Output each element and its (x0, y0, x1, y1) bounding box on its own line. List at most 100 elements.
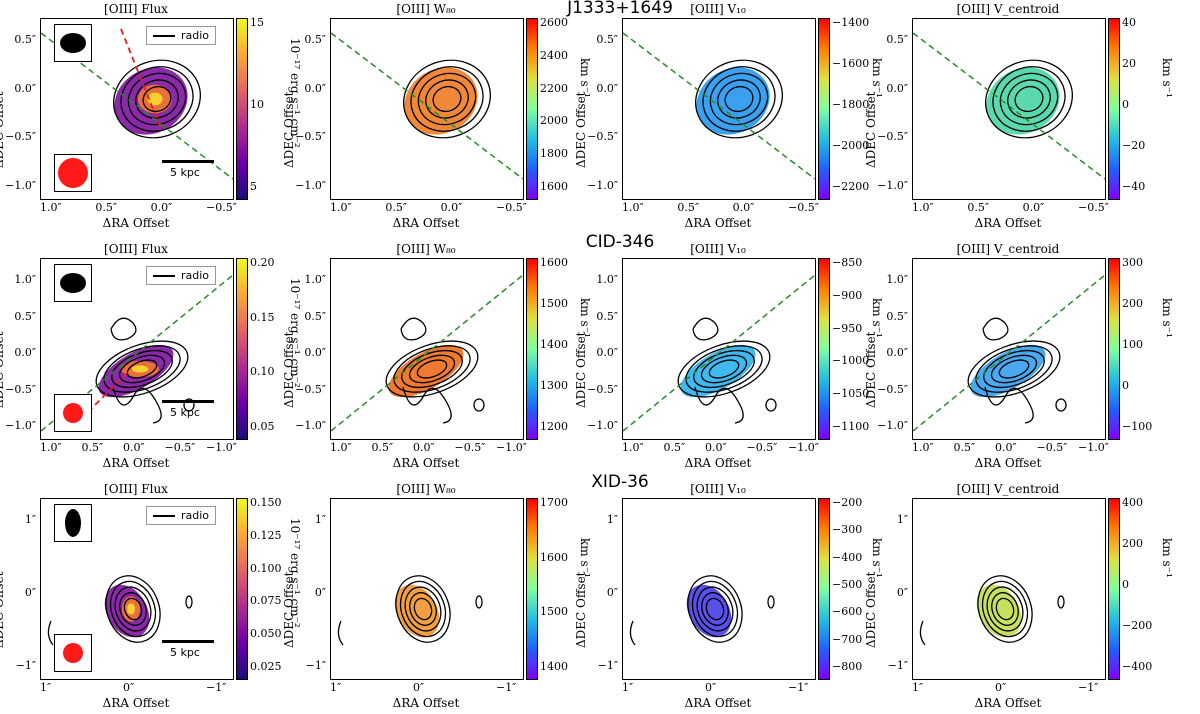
y-tick-label: −1.0″ (587, 419, 618, 432)
radio-contour (694, 386, 744, 424)
radio-axis-line (120, 28, 162, 130)
x-tick-label: −1″ (496, 681, 517, 694)
y-axis-label: ΔDEC Offset (864, 91, 878, 169)
radio-contour (709, 72, 769, 126)
y-axis-label: ΔDEC Offset (0, 91, 6, 169)
radio-contour (105, 575, 161, 643)
y-tick-label: 0.5″ (304, 33, 326, 46)
x-axis-label: ΔRA Offset (392, 696, 460, 710)
x-tick-label: 0″ (705, 681, 717, 694)
x-tick-label: 1.0″ (40, 441, 62, 454)
colorbar-tick-label: −1800 (832, 98, 870, 111)
radio-beam (60, 33, 86, 53)
x-tick-label: 0″ (123, 681, 135, 694)
map-plot (622, 498, 816, 680)
radio-contour (114, 586, 152, 632)
y-tick-label: 0.5″ (304, 309, 326, 323)
x-tick-label: −0.5″ (496, 201, 527, 214)
radio-contour (409, 592, 437, 626)
x-tick-label: −0.5″ (164, 441, 196, 454)
row-title: J1333+1649 (567, 0, 673, 18)
emission-map (970, 344, 1046, 398)
y-tick-label: −0.5″ (587, 130, 618, 144)
colorbar (818, 18, 830, 200)
radio-contour (977, 575, 1033, 643)
colorbar-tick-label: 1400 (540, 338, 568, 351)
y-tick-label: −1″ (597, 659, 618, 672)
emission-map (404, 67, 478, 135)
radio-contour (992, 66, 1066, 132)
radio-contour (185, 595, 193, 609)
x-tick-label: 1″ (622, 681, 634, 694)
map-plot (622, 18, 816, 200)
x-axis-label: ΔRA Offset (102, 216, 170, 230)
radio-contour (400, 317, 427, 341)
map-plot (330, 498, 524, 680)
radio-contour (985, 59, 1073, 139)
y-tick-label: 1″ (896, 513, 908, 526)
x-axis-label: ΔRA Offset (684, 456, 752, 470)
radio-contour (110, 317, 137, 341)
x-tick-label: 1.0″ (912, 201, 934, 214)
y-axis-label: ΔDEC Offset (574, 331, 588, 409)
radio-contour (999, 72, 1059, 126)
pa-line (913, 32, 1105, 180)
y-tick-label: 0.0″ (596, 346, 618, 359)
radio-contour (395, 575, 451, 643)
radio-beam-inset (54, 504, 92, 542)
map-svg (623, 32, 815, 180)
x-tick-label: −1″ (1078, 681, 1099, 694)
map-svg (47, 575, 193, 646)
radio-contour (991, 592, 1019, 626)
y-tick-label: 0.5″ (14, 309, 36, 323)
radio-contour (337, 620, 344, 646)
x-axis-label: ΔRA Offset (392, 216, 460, 230)
y-tick-label: 0.5″ (886, 33, 908, 46)
y-tick-label: −1.0″ (295, 179, 326, 192)
x-tick-label: 0.5″ (371, 441, 394, 454)
colorbar-tick-label: 0.10 (250, 365, 275, 379)
colorbar-tick-label: −700 (832, 632, 863, 646)
scale-bar (162, 400, 214, 403)
x-tick-label: −1″ (788, 681, 809, 694)
pa-line (623, 32, 815, 180)
flux-beam-inset (54, 154, 92, 192)
emission-map (986, 67, 1060, 135)
colorbar-tick-label: 0.15 (250, 310, 275, 324)
colorbar-tick-label: −2000 (832, 139, 870, 152)
colorbar-tick-label: 1700 (540, 496, 568, 509)
y-tick-label: 0.5″ (14, 33, 36, 46)
colorbar-tick-label: −500 (832, 578, 863, 591)
map-svg (913, 32, 1105, 180)
colorbar-tick-label: 0.20 (250, 256, 275, 269)
radio-contour (404, 586, 442, 632)
radio-contour (123, 597, 143, 621)
x-axis-label: ΔRA Offset (102, 456, 170, 470)
radio-contour (402, 386, 452, 424)
radio-contour (687, 575, 743, 643)
row-title: CID-346 (585, 232, 655, 252)
colorbar-tick-label: 0.050 (250, 627, 282, 641)
colorbar-tick-label: 2600 (540, 16, 568, 29)
colorbar-tick-label: −300 (832, 523, 863, 537)
colorbar-tick-label: −2200 (832, 180, 870, 193)
y-tick-label: −1.0″ (5, 419, 36, 432)
colorbar-tick-label: −900 (832, 288, 863, 302)
x-tick-label: 1.0″ (330, 441, 352, 454)
x-tick-label: 1.0″ (330, 201, 352, 214)
x-tick-label: 1″ (330, 681, 342, 694)
colorbar-label: km s⁻¹ (1160, 298, 1174, 338)
colorbar-tick-label: −850 (832, 256, 863, 269)
panel-title: [OIII] V_centroid (956, 482, 1060, 496)
map-svg (41, 28, 233, 180)
x-axis-label: ΔRA Offset (684, 696, 752, 710)
x-tick-label: −0.5″ (1078, 201, 1109, 214)
colorbar-tick-label: 0 (1122, 578, 1129, 591)
legend-line-swatch (153, 515, 175, 517)
emission-map (696, 67, 770, 135)
y-tick-label: 0.0″ (14, 81, 36, 95)
x-tick-label: −1.0″ (788, 441, 819, 454)
y-axis-label: ΔDEC Offset (282, 91, 296, 169)
flux-beam (58, 158, 88, 188)
x-tick-label: 0″ (995, 681, 1007, 694)
